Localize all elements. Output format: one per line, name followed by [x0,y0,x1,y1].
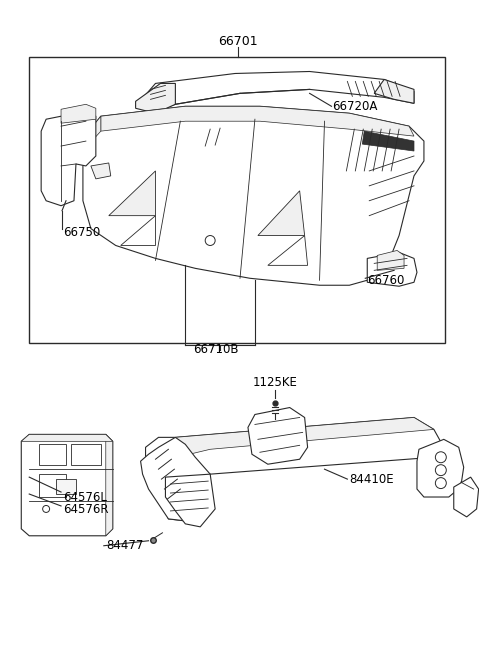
Polygon shape [268,236,308,265]
Polygon shape [61,104,96,123]
Polygon shape [166,474,215,527]
Bar [29,56,445,343]
Text: 66750: 66750 [63,226,100,239]
Polygon shape [374,79,414,103]
Polygon shape [136,83,175,113]
Text: 84410E: 84410E [349,473,394,485]
Polygon shape [91,163,111,179]
Polygon shape [41,111,96,206]
Polygon shape [109,171,156,215]
Polygon shape [362,131,414,151]
Polygon shape [71,444,101,465]
Text: 64576R: 64576R [63,504,108,516]
Polygon shape [367,252,417,286]
Text: 84477: 84477 [106,539,143,552]
Circle shape [43,506,49,512]
Polygon shape [83,116,101,151]
Polygon shape [39,444,66,465]
Polygon shape [56,479,76,494]
Text: 64576L: 64576L [63,491,107,504]
Text: 1125KE: 1125KE [252,376,297,389]
Polygon shape [21,434,113,536]
Polygon shape [21,434,113,441]
Circle shape [435,464,446,476]
Polygon shape [454,477,479,517]
Polygon shape [141,438,210,521]
Text: 66701: 66701 [218,35,258,48]
Polygon shape [120,215,156,246]
Polygon shape [248,407,308,464]
Polygon shape [106,434,113,536]
Polygon shape [258,191,305,236]
Circle shape [205,236,215,246]
Circle shape [435,452,446,462]
Polygon shape [145,417,444,521]
Text: 66710B: 66710B [193,343,239,356]
Polygon shape [39,474,66,497]
Polygon shape [377,250,404,271]
Circle shape [435,477,446,489]
Text: 66760: 66760 [367,274,405,287]
Polygon shape [168,417,434,459]
Polygon shape [417,440,464,497]
Polygon shape [83,106,424,285]
Polygon shape [101,106,414,136]
Text: 66720A: 66720A [333,100,378,113]
Polygon shape [136,71,414,111]
